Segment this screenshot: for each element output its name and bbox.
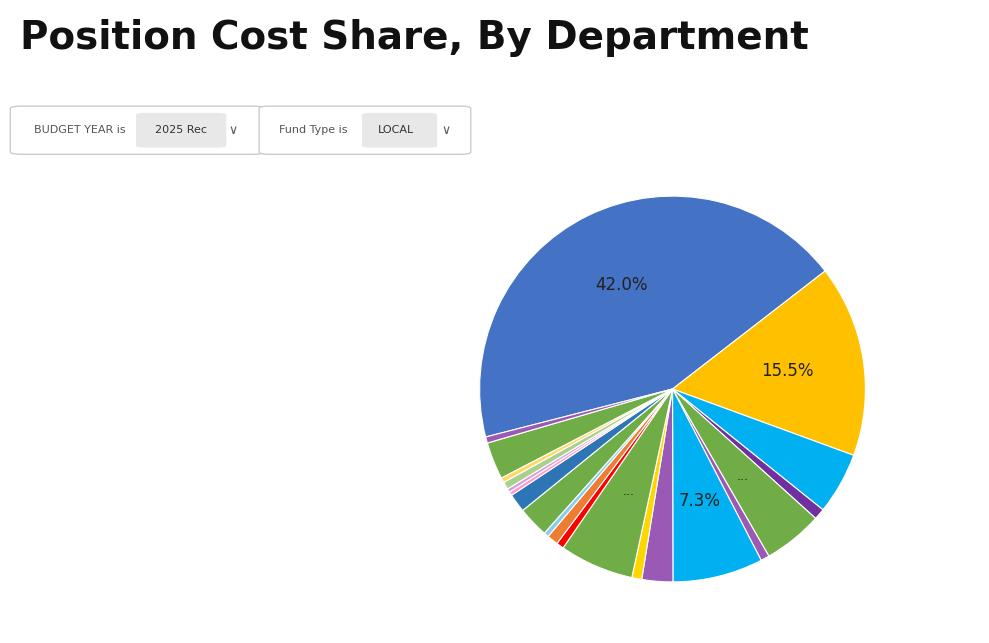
FancyBboxPatch shape (362, 113, 437, 147)
Wedge shape (511, 389, 673, 511)
Text: BUDGET YEAR is: BUDGET YEAR is (34, 125, 126, 135)
Text: ...: ... (622, 485, 634, 498)
Wedge shape (544, 389, 673, 536)
Wedge shape (480, 196, 825, 437)
Text: LOCAL: LOCAL (378, 125, 414, 135)
Text: 15.5%: 15.5% (761, 362, 813, 380)
Wedge shape (522, 389, 673, 533)
Wedge shape (501, 389, 673, 482)
Wedge shape (563, 389, 673, 577)
Wedge shape (673, 389, 816, 556)
FancyBboxPatch shape (136, 113, 226, 147)
Text: 42.0%: 42.0% (595, 276, 648, 294)
Text: Fund Type is: Fund Type is (279, 125, 347, 135)
Wedge shape (673, 389, 762, 582)
Wedge shape (673, 389, 823, 518)
FancyBboxPatch shape (10, 106, 264, 154)
Wedge shape (673, 271, 865, 455)
Wedge shape (557, 389, 673, 548)
Text: ∨: ∨ (441, 123, 450, 137)
Wedge shape (507, 389, 673, 492)
Text: ...: ... (737, 469, 749, 482)
Wedge shape (673, 389, 768, 560)
Wedge shape (673, 389, 854, 510)
Wedge shape (509, 389, 673, 495)
Wedge shape (548, 389, 673, 543)
Wedge shape (488, 389, 673, 478)
Wedge shape (503, 389, 673, 489)
Wedge shape (632, 389, 673, 579)
Text: ∨: ∨ (228, 123, 237, 137)
Wedge shape (486, 389, 673, 443)
Wedge shape (642, 389, 673, 582)
Text: Position Cost Share, By Department: Position Cost Share, By Department (20, 19, 809, 57)
Text: 7.3%: 7.3% (679, 493, 721, 511)
FancyBboxPatch shape (259, 106, 471, 154)
Text: 2025 Rec: 2025 Rec (155, 125, 207, 135)
